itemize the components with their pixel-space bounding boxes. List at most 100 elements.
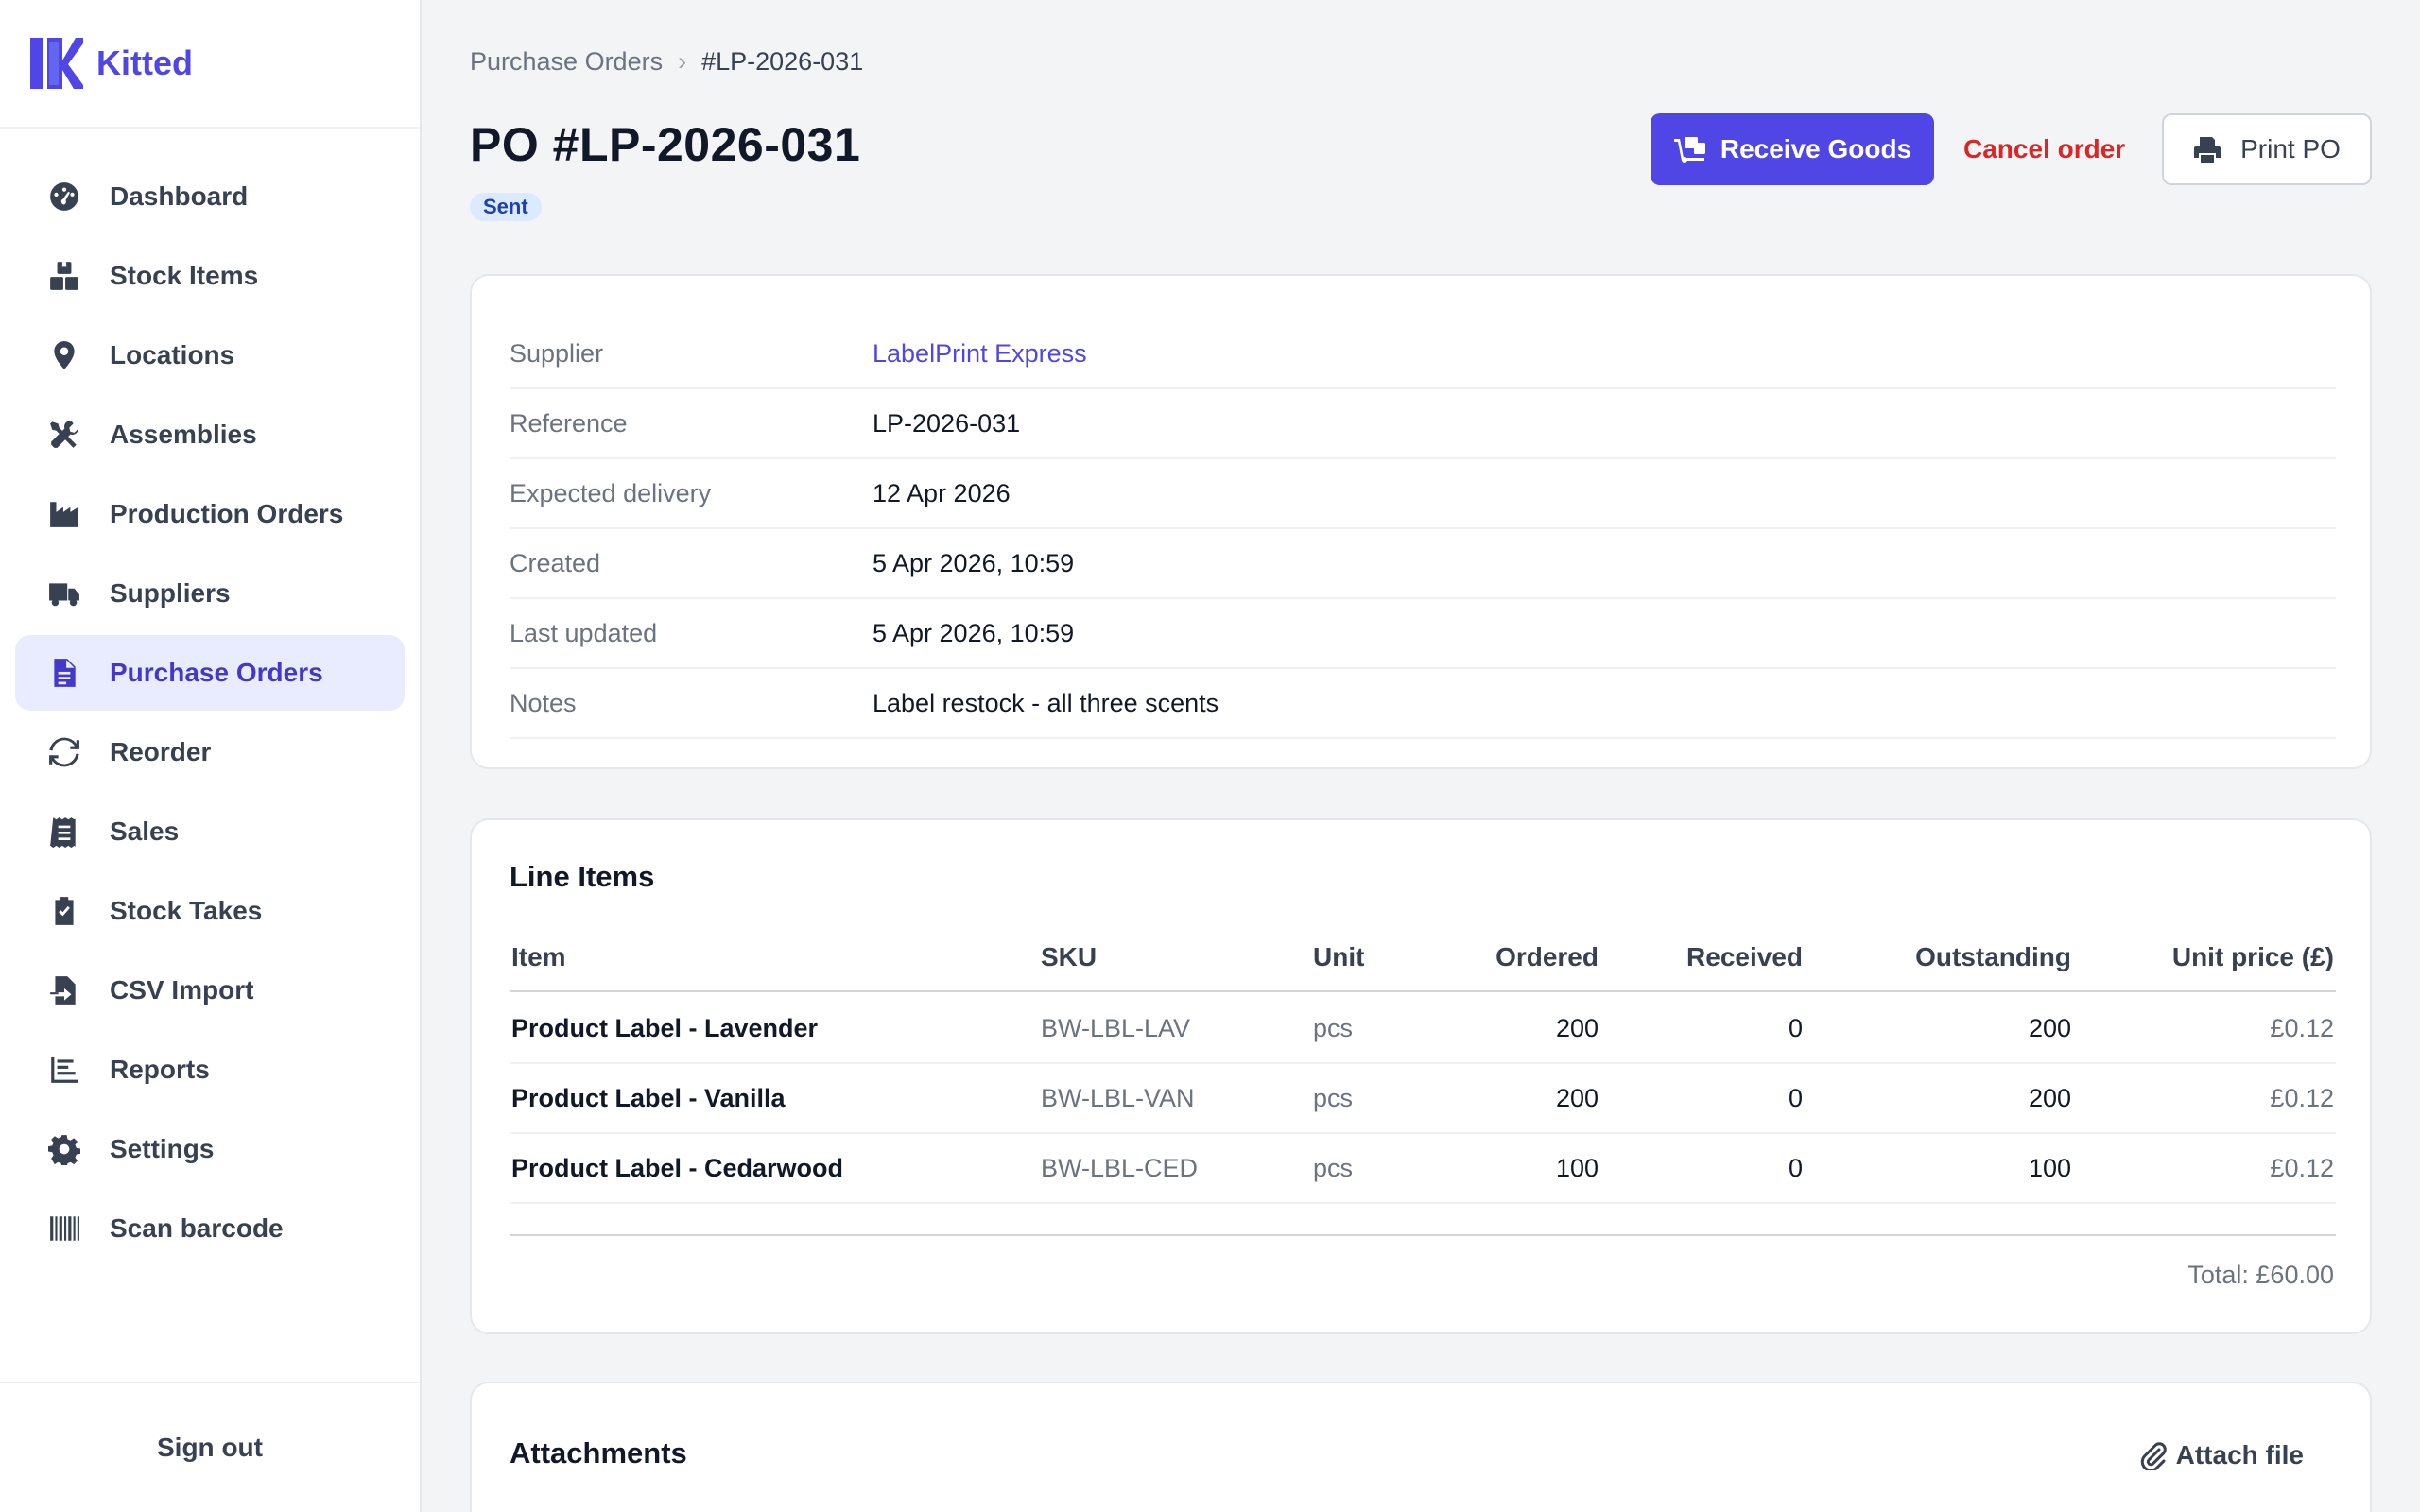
cell-outstanding: 200 [2028,1013,2071,1042]
detail-row-created: Created 5 Apr 2026, 10:59 [510,529,2336,599]
attach-file-button[interactable]: Attach file [2138,1440,2304,1470]
bar-chart-icon [47,1053,81,1087]
breadcrumb-parent-link[interactable]: Purchase Orders [470,47,664,76]
line-items-title: Line Items [510,860,655,893]
brand[interactable]: Kitted [0,0,420,129]
table-row[interactable]: Product Label - Vanilla BW-LBL-VAN pcs 2… [510,1064,2336,1134]
refresh-icon [47,735,81,769]
sidebar-item-scan-barcode[interactable]: Scan barcode [15,1191,405,1266]
brand-name: Kitted [96,43,193,82]
cell-ordered: 200 [1555,1013,1599,1042]
detail-row-supplier: Supplier LabelPrint Express [510,319,2336,389]
sidebar-item-settings[interactable]: Settings [15,1111,405,1187]
sidebar-item-csv-import[interactable]: CSV Import [15,953,405,1028]
print-po-button[interactable]: Print PO [2162,113,2372,185]
cell-unit: pcs [1313,1083,1354,1112]
cell-unit: pcs [1313,1013,1354,1042]
file-import-icon [47,973,81,1007]
sidebar-item-production-orders[interactable]: Production Orders [15,476,405,552]
cell-ordered: 200 [1555,1083,1599,1112]
cell-received: 0 [1788,1083,1803,1112]
po-details-card: Supplier LabelPrint Express Reference LP… [470,274,2372,769]
detail-label: Expected delivery [510,478,712,507]
map-pin-icon [47,338,81,372]
detail-label: Created [510,548,601,577]
cell-item: Product Label - Lavender [511,1013,819,1042]
column-header-outstanding: Outstanding [1915,942,2071,971]
detail-row-notes: Notes Label restock - all three scents [510,669,2336,739]
sidebar-item-reports[interactable]: Reports [15,1032,405,1108]
detail-label: Last updated [510,618,658,647]
detail-value: 5 Apr 2026, 10:59 [873,618,1075,647]
factory-icon [47,497,81,531]
cell-unit-price: £0.12 [2270,1013,2334,1042]
attach-file-label: Attach file [2175,1440,2304,1469]
sidebar-item-label: Purchase Orders [110,658,323,687]
sidebar-item-label: Reports [110,1055,210,1084]
sidebar-item-sales[interactable]: Sales [15,794,405,869]
cancel-order-button[interactable]: Cancel order [1963,134,2126,163]
sidebar-item-label: Stock Items [110,261,259,290]
paperclip-icon [2140,1442,2167,1470]
cell-received: 0 [1788,1013,1803,1042]
receive-goods-button[interactable]: Receive Goods [1651,113,1934,185]
cell-unit-price: £0.12 [2270,1153,2334,1182]
cell-item: Product Label - Vanilla [511,1083,786,1112]
sidebar-item-stock-takes[interactable]: Stock Takes [15,873,405,949]
sidebar-item-label: Assemblies [110,420,257,449]
detail-row-last-updated: Last updated 5 Apr 2026, 10:59 [510,599,2336,669]
breadcrumb: Purchase Orders › #LP-2026-031 [470,47,863,77]
line-items-header-row: Item SKU Unit Ordered Received Outstandi… [510,924,2336,992]
sidebar-item-dashboard[interactable]: Dashboard [15,159,405,234]
table-row[interactable]: Product Label - Cedarwood BW-LBL-CED pcs… [510,1134,2336,1204]
sidebar: Kitted Dashboard Stock Items Locations A… [0,0,422,1512]
detail-label: Supplier [510,338,604,368]
sidebar-item-reorder[interactable]: Reorder [15,714,405,790]
table-row[interactable]: Product Label - Lavender BW-LBL-LAV pcs … [510,994,2336,1064]
sidebar-item-label: Locations [110,340,235,369]
sidebar-item-suppliers[interactable]: Suppliers [15,556,405,631]
cell-received: 0 [1788,1153,1803,1182]
sidebar-item-assemblies[interactable]: Assemblies [15,397,405,472]
dashboard-gauge-icon [47,180,81,214]
detail-label: Reference [510,408,628,438]
cell-ordered: 100 [1555,1153,1599,1182]
boxes-icon [47,259,81,293]
page-title: PO #LP-2026-031 [470,118,861,171]
supplier-link[interactable]: LabelPrint Express [873,338,1087,368]
sidebar-item-label: CSV Import [110,975,254,1005]
detail-value: 5 Apr 2026, 10:59 [873,548,1075,577]
barcode-icon [47,1211,81,1246]
sign-out-button[interactable]: Sign out [0,1382,420,1512]
column-header-unit-price: Unit price (£) [2171,942,2334,971]
sidebar-item-locations[interactable]: Locations [15,318,405,393]
detail-value: Label restock - all three scents [873,688,1219,717]
dolly-icon [1673,137,1705,163]
detail-row-reference: Reference LP-2026-031 [510,389,2336,459]
column-header-received: Received [1686,942,1803,971]
document-icon [47,656,81,690]
attachments-title: Attachments [510,1436,687,1469]
cell-sku: BW-LBL-LAV [1041,1013,1191,1042]
cell-outstanding: 100 [2028,1153,2071,1182]
truck-icon [47,576,81,610]
status-badge: Sent [470,193,542,221]
sidebar-item-label: Reorder [110,737,212,766]
cell-item: Product Label - Cedarwood [511,1153,844,1182]
kitted-logo-icon [30,38,83,89]
clipboard-check-icon [47,894,81,928]
cell-outstanding: 200 [2028,1083,2071,1112]
attachments-card: Attachments Attach file [470,1382,2372,1512]
sidebar-item-label: Scan barcode [110,1213,284,1243]
detail-row-expected-delivery: Expected delivery 12 Apr 2026 [510,459,2336,529]
detail-value: LP-2026-031 [873,408,1021,438]
detail-value: 12 Apr 2026 [873,478,1011,507]
sidebar-item-stock-items[interactable]: Stock Items [15,238,405,314]
breadcrumb-separator: › [678,47,687,76]
column-header-item: Item [511,942,566,971]
sidebar-item-purchase-orders[interactable]: Purchase Orders [15,635,405,711]
cell-sku: BW-LBL-CED [1041,1153,1199,1182]
detail-label: Notes [510,688,577,717]
column-header-unit: Unit [1313,942,1365,971]
sidebar-item-label: Settings [110,1134,215,1163]
